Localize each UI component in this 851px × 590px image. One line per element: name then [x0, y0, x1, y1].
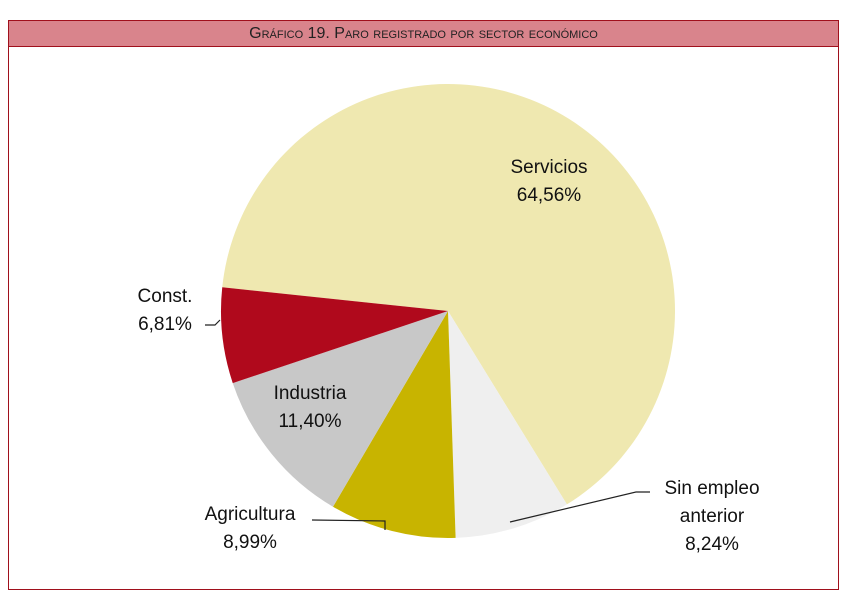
chart-title: Gráfico 19. Paro registrado por sector e…	[8, 20, 839, 47]
slice-label: Industria 11,40%	[235, 380, 385, 436]
slice-label: Agricultura 8,99%	[175, 501, 325, 557]
value-label: 64,56%	[516, 185, 582, 206]
value-label: 8,99%	[223, 532, 277, 553]
leader-line	[311, 519, 386, 530]
category-label: Sin empleo anterior	[664, 478, 760, 527]
category-label: Const.	[137, 286, 193, 307]
leader-line	[205, 319, 221, 326]
category-label: Servicios	[510, 157, 588, 178]
pie-slice	[232, 311, 448, 507]
category-label: Industria	[273, 383, 347, 404]
pie-slice	[448, 311, 567, 538]
slice-label: Servicios 64,56%	[449, 154, 649, 210]
pie-slice	[332, 311, 456, 538]
leader-line	[509, 491, 650, 523]
pie-slice	[221, 287, 448, 384]
value-label: 8,24%	[685, 534, 739, 555]
value-label: 6,81%	[138, 314, 192, 335]
slice-label: Sin empleo anterior 8,24%	[652, 475, 772, 559]
slice-label: Const. 6,81%	[120, 283, 210, 339]
category-label: Agricultura	[204, 504, 296, 525]
value-label: 11,40%	[278, 411, 342, 432]
pie-slice	[222, 83, 676, 505]
